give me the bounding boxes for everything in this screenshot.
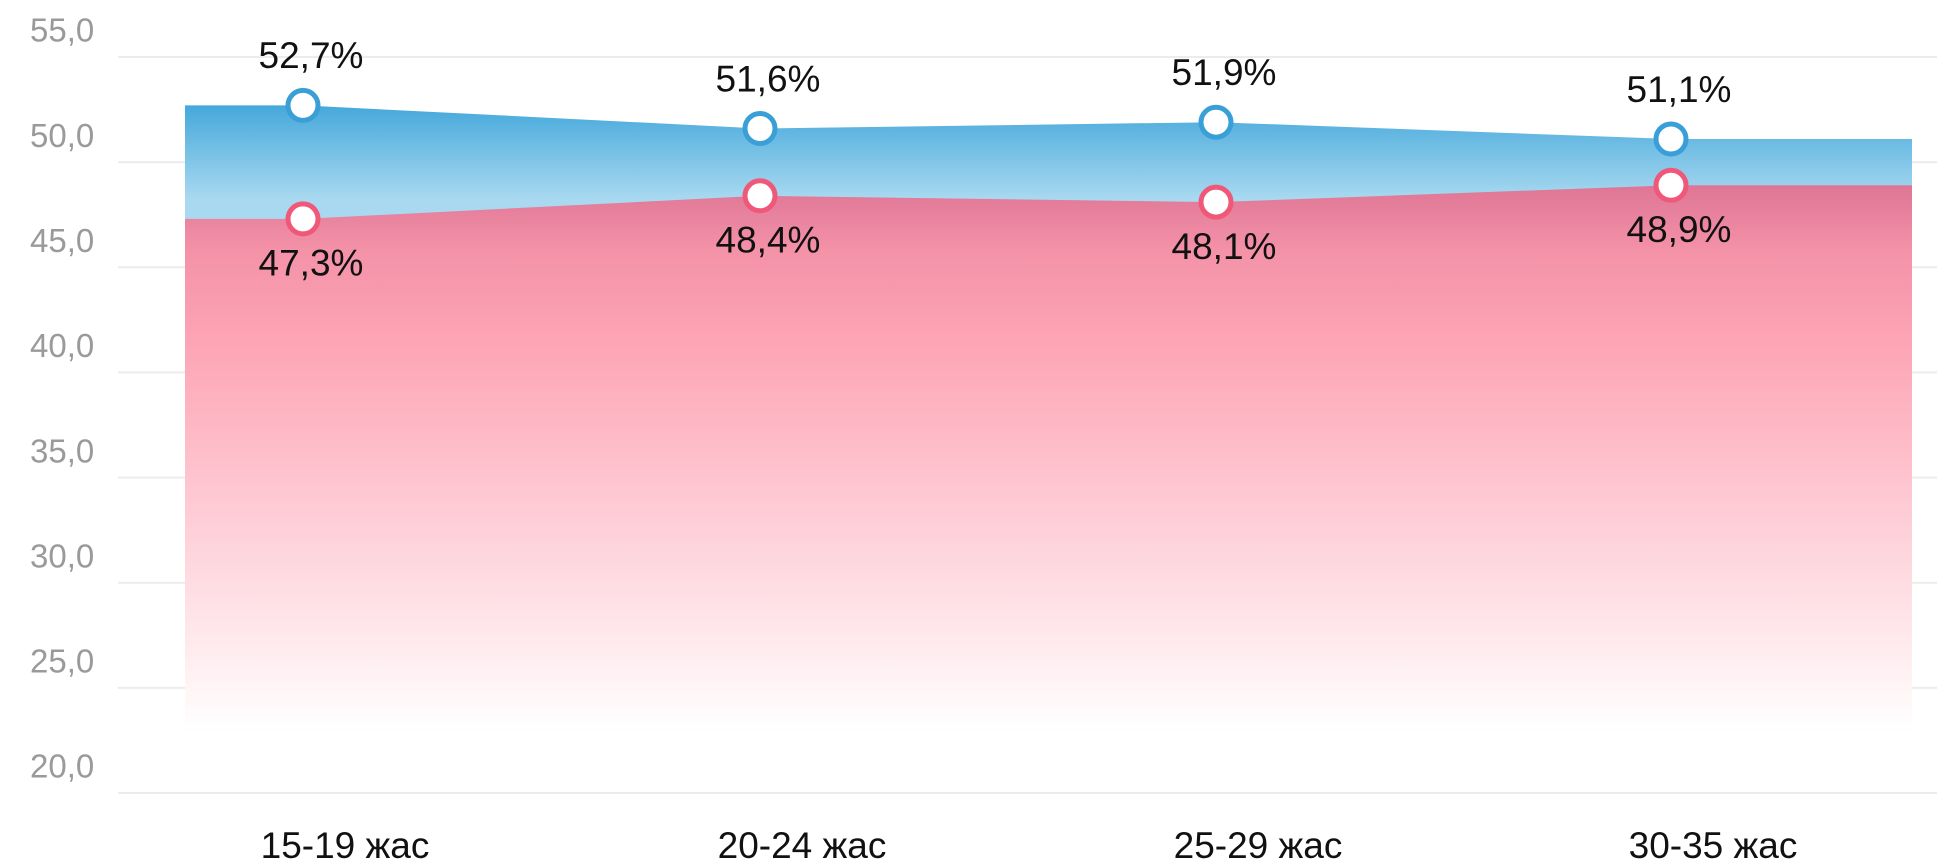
- y-tick-label: 35,0: [30, 432, 94, 469]
- value-label: 48,4%: [716, 220, 821, 261]
- value-label: 47,3%: [259, 243, 364, 284]
- marker: [285, 87, 321, 123]
- x-tick-label: 25-29 жас: [1174, 825, 1343, 865]
- value-label: 48,9%: [1627, 209, 1732, 250]
- y-tick-label: 25,0: [30, 643, 94, 680]
- value-label: 51,6%: [716, 58, 821, 99]
- marker: [285, 201, 321, 237]
- y-tick-label: 20,0: [30, 748, 94, 785]
- area-fill: [185, 185, 1912, 733]
- marker: [1198, 184, 1234, 220]
- value-label: 52,7%: [259, 35, 364, 76]
- marker: [1198, 104, 1234, 140]
- value-label: 51,1%: [1627, 69, 1732, 110]
- y-tick-label: 30,0: [30, 537, 94, 574]
- x-tick-label: 30-35 жас: [1629, 825, 1798, 865]
- marker: [742, 110, 778, 146]
- y-tick-label: 50,0: [30, 117, 94, 154]
- marker: [742, 178, 778, 214]
- x-tick-label: 15-19 жас: [261, 825, 430, 865]
- marker: [1653, 167, 1689, 203]
- marker: [1653, 121, 1689, 157]
- value-label: 48,1%: [1172, 226, 1277, 267]
- value-label: 51,9%: [1172, 52, 1277, 93]
- y-tick-label: 55,0: [30, 12, 94, 49]
- y-tick-label: 40,0: [30, 327, 94, 364]
- y-tick-label: 45,0: [30, 222, 94, 259]
- x-tick-label: 20-24 жас: [718, 825, 887, 865]
